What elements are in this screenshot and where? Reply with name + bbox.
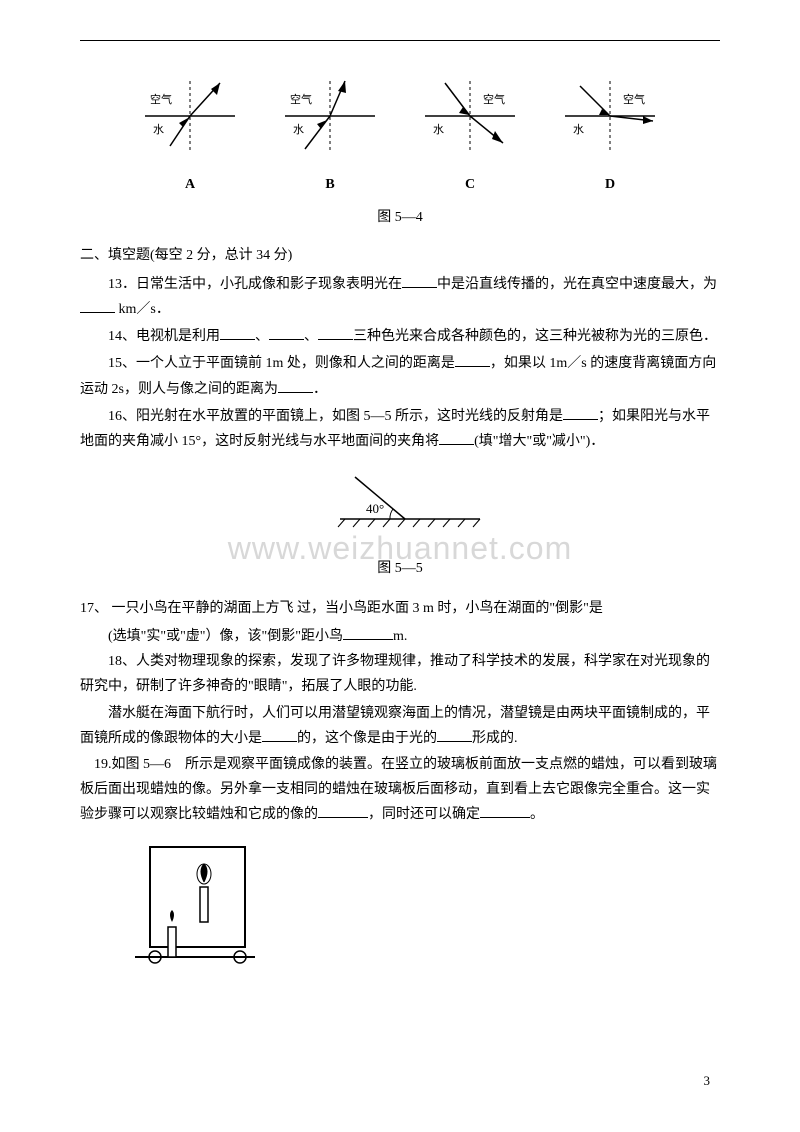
- q14-blank-3: [318, 326, 353, 340]
- q17-text-c: m.: [393, 629, 407, 644]
- q14-text-b: 、: [255, 329, 269, 344]
- q13-blank-2: [80, 299, 115, 313]
- q13-text-c: km／s．: [115, 302, 170, 317]
- q17-text-b: (选填"实"或"虚"）像，该"倒影"距小鸟: [108, 629, 343, 644]
- diagram-c: 空气 水 C: [415, 71, 525, 197]
- q18-text-a: 18、人类对物理现象的探索，发现了许多物理规律，推动了科学技术的发展，科学家在对…: [80, 654, 710, 694]
- fig-5-5-svg: 40°: [310, 469, 490, 539]
- question-16: 16、阳光射在水平放置的平面镜上，如图 5—5 所示，这时光线的反射角是；如果阳…: [80, 404, 720, 454]
- q18-text-c: 的，这个像是由于光的: [297, 731, 437, 746]
- air-label-a: 空气: [150, 92, 172, 106]
- q13-text-b: 中是沿直线传播的，光在真空中速度最大，为: [437, 277, 717, 292]
- q19-text-c: 。: [530, 807, 544, 822]
- q19-text-b: ，同时还可以确定: [368, 807, 480, 822]
- fig-5-6-container: [130, 842, 720, 991]
- question-14: 14、电视机是利用 、 、 三种色光来合成各种颜色的，这三种光被称为光的三原色．: [80, 324, 720, 349]
- q16-text-c: (填"增大"或"减小")．: [474, 434, 604, 449]
- question-19: 19.如图 5—6 所示是观察平面镜成像的装置。在竖立的玻璃板前面放一支点燃的蜡…: [80, 752, 720, 828]
- question-17: 17、 一只小鸟在平静的湖面上方飞 过，当小鸟距水面 3 m 时，小鸟在湖面的"…: [80, 596, 720, 621]
- q16-text-a: 16、阳光射在水平放置的平面镜上，如图 5—5 所示，这时光线的反射角是: [108, 409, 563, 424]
- refraction-svg-b: 空气 水: [275, 71, 385, 161]
- fig-5-5-container: 40° 图 5—5: [80, 469, 720, 581]
- q16-blank-1: [563, 406, 598, 420]
- q19-blank-2: [480, 804, 530, 818]
- q13-text-a: 13．日常生活中，小孔成像和影子现象表明光在: [108, 277, 402, 292]
- q15-blank-1: [455, 353, 490, 367]
- refraction-svg-d: 空气 水: [555, 71, 665, 161]
- option-label-b: B: [275, 172, 385, 197]
- option-label-d: D: [555, 172, 665, 197]
- diagram-a: 空气 水 A: [135, 71, 245, 197]
- air-label-c: 空气: [483, 92, 505, 106]
- water-label-b: 水: [293, 123, 304, 136]
- q13-blank-1: [402, 274, 437, 288]
- diagram-b: 空气 水 B: [275, 71, 385, 197]
- q14-text-c: 、: [304, 329, 318, 344]
- option-label-a: A: [135, 172, 245, 197]
- q19-blank-1: [318, 804, 368, 818]
- question-18: 18、人类对物理现象的探索，发现了许多物理规律，推动了科学技术的发展，科学家在对…: [80, 649, 720, 699]
- section-2-header: 二、填空题(每空 2 分，总计 34 分): [80, 243, 720, 268]
- fig-5-4-caption: 图 5—4: [80, 205, 720, 230]
- q17-text-a: 17、 一只小鸟在平静的湖面上方飞 过，当小鸟距水面 3 m 时，小鸟在湖面的"…: [80, 601, 603, 616]
- refraction-diagrams-row: 空气 水 A 空气 水 B 空气: [120, 71, 680, 197]
- air-label-b: 空气: [290, 92, 312, 106]
- q16-blank-2: [439, 431, 474, 445]
- question-15: 15、一个人立于平面镜前 1m 处，则像和人之间的距离是，如果以 1m／s 的速…: [80, 351, 720, 401]
- page-number: 3: [704, 1069, 711, 1092]
- header-rule: [80, 40, 720, 41]
- q15-text-a: 15、一个人立于平面镜前 1m 处，则像和人之间的距离是: [108, 356, 455, 371]
- fig-5-6-svg: [130, 842, 260, 982]
- question-17-cont: (选填"实"或"虚"）像，该"倒影"距小鸟 m.: [80, 624, 720, 649]
- q18-blank-2: [437, 728, 472, 742]
- q18-blank-1: [262, 728, 297, 742]
- air-label-d: 空气: [623, 92, 645, 106]
- q14-blank-2: [269, 326, 304, 340]
- fig-5-5-caption: 图 5—5: [80, 556, 720, 581]
- q18-text-d: 形成的.: [472, 731, 518, 746]
- water-label-c: 水: [433, 123, 444, 136]
- q14-text-d: 三种色光来合成各种颜色的，这三种光被称为光的三原色．: [353, 329, 717, 344]
- question-13: 13．日常生活中，小孔成像和影子现象表明光在 中是沿直线传播的，光在真空中速度最大…: [80, 272, 720, 322]
- option-label-c: C: [415, 172, 525, 197]
- q14-blank-1: [220, 326, 255, 340]
- q15-blank-2: [278, 379, 313, 393]
- q17-blank-1: [343, 626, 393, 640]
- angle-40-label: 40°: [366, 501, 384, 516]
- refraction-svg-c: 空气 水: [415, 71, 525, 161]
- question-18-cont: 潜水艇在海面下航行时，人们可以用潜望镜观察海面上的情况，潜望镜是由两块平面镜制成…: [80, 701, 720, 751]
- water-label-d: 水: [573, 123, 584, 136]
- q14-text-a: 14、电视机是利用: [108, 329, 220, 344]
- water-label-a: 水: [153, 123, 164, 136]
- q15-text-c: ．: [313, 382, 327, 397]
- diagram-d: 空气 水 D: [555, 71, 665, 197]
- refraction-svg-a: 空气 水: [135, 71, 245, 161]
